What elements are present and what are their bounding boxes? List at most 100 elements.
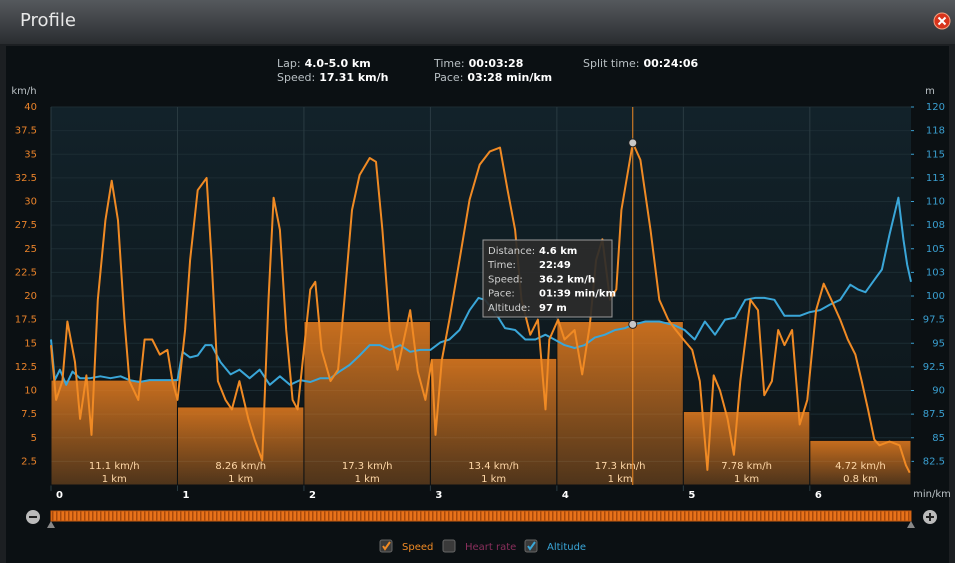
lap-speed-label: 8.26 km/h	[215, 461, 266, 472]
range-slider[interactable]	[47, 510, 915, 528]
y2-tick-label: 108	[926, 220, 945, 231]
info-item: Speed: 17.31 km/h	[277, 71, 388, 84]
lap-distance-label: 1 km	[228, 474, 253, 485]
info-label: Lap:	[277, 57, 301, 70]
info-value: 00:24:06	[643, 57, 698, 70]
info-value: 03:28 min/km	[467, 71, 552, 84]
info-value: 17.31 km/h	[319, 71, 388, 84]
legend-label[interactable]: Speed	[402, 542, 433, 553]
y2-tick-label: 110	[926, 197, 945, 208]
y2-tick-label: 115	[926, 149, 945, 160]
y2-tick-label: 118	[926, 126, 945, 137]
lap-distance-label: 1 km	[608, 474, 633, 485]
x-tick-label: 3	[435, 490, 442, 501]
y2-tick-label: 105	[926, 244, 945, 255]
lap-speed-label: 4.72 km/h	[835, 461, 886, 472]
y-tick-label: 35	[24, 149, 37, 160]
lap-speed-label: 13.4 km/h	[468, 461, 519, 472]
info-item: Pace: 03:28 min/km	[434, 71, 552, 84]
x-tick-label: 4	[562, 490, 569, 501]
zoom-out-button[interactable]	[26, 510, 40, 524]
info-label: Split time:	[583, 57, 639, 70]
close-button[interactable]	[933, 12, 951, 30]
y2-tick-label: 95	[932, 338, 945, 349]
y2-tick-label: 87.5	[923, 409, 945, 420]
plot: 2.557.51012.51517.52022.52527.53032.5353…	[11, 86, 951, 501]
checkmark	[527, 541, 536, 551]
info-label: Pace:	[434, 71, 463, 84]
info-label: Time:	[433, 57, 465, 70]
info-value: 4.0-5.0 km	[305, 57, 371, 70]
tooltip-label: Pace:	[488, 289, 515, 300]
info-item: Lap: 4.0-5.0 km	[277, 57, 371, 70]
y-tick-label: 27.5	[15, 220, 37, 231]
tooltip-label: Speed:	[488, 274, 523, 285]
title-bar	[0, 0, 955, 44]
x-tick-label: 0	[56, 490, 63, 501]
y2-tick-label: 120	[926, 102, 945, 113]
lap-distance-label: 1 km	[102, 474, 127, 485]
tooltip-value: 01:39 min/km	[539, 289, 616, 300]
y-tick-label: 5	[31, 433, 37, 444]
y-tick-label: 37.5	[15, 126, 37, 137]
y-tick-label: 2.5	[21, 456, 37, 467]
lap-bar	[50, 379, 178, 486]
y-tick-label: 40	[24, 102, 37, 113]
x-tick-label: 5	[688, 490, 695, 501]
y2-tick-label: 82.5	[923, 456, 945, 467]
legend: Speed Heart rate Altitude	[379, 539, 586, 553]
legend-label[interactable]: Heart rate	[465, 542, 516, 553]
y-tick-label: 32.5	[15, 173, 37, 184]
lap-bar	[176, 406, 305, 486]
info-item: Split time: 00:24:06	[583, 57, 699, 70]
y2-tick-label: 103	[926, 267, 945, 278]
y-axis-label: km/h	[11, 86, 36, 97]
lap-speed-label: 11.1 km/h	[89, 461, 140, 472]
zoom-in-button[interactable]	[923, 510, 937, 524]
y-tick-label: 20	[24, 291, 37, 302]
lap-bar	[809, 439, 912, 486]
y-tick-label: 30	[24, 197, 37, 208]
cursor-point	[628, 138, 638, 148]
info-value: 00:03:28	[469, 57, 524, 70]
x-tick-label: 6	[815, 490, 822, 501]
tooltip-label: Time:	[487, 260, 516, 271]
y-tick-label: 25	[24, 244, 37, 255]
x-axis-label: min/km	[913, 489, 951, 500]
tooltip	[482, 239, 613, 318]
lap-distance-label: 1 km	[355, 474, 380, 485]
series-line	[50, 196, 912, 386]
series-line	[50, 141, 911, 474]
y-tick-label: 10	[24, 386, 37, 397]
y-tick-label: 22.5	[15, 267, 37, 278]
x-tick-label: 2	[309, 490, 316, 501]
y-tick-label: 17.5	[15, 315, 37, 326]
y2-axis-label: m	[925, 86, 935, 97]
info-item: Time: 00:03:28	[433, 57, 523, 70]
cursor-point	[628, 319, 638, 329]
checkbox[interactable]	[442, 539, 456, 553]
y-tick-label: 7.5	[21, 409, 37, 420]
tooltip-label: Distance:	[488, 246, 535, 257]
y2-tick-label: 113	[926, 173, 945, 184]
y-tick-label: 15	[24, 338, 37, 349]
lap-distance-label: 1 km	[734, 474, 759, 485]
lap-speed-label: 7.78 km/h	[721, 461, 772, 472]
y2-tick-label: 90	[932, 386, 945, 397]
tooltip-value: 36.2 km/h	[539, 274, 595, 285]
x-tick-label: 1	[182, 490, 189, 501]
lap-bar	[429, 357, 558, 486]
tooltip-value: 4.6 km	[539, 246, 577, 257]
tooltip-value: 22:49	[539, 260, 571, 271]
y2-tick-label: 100	[926, 291, 945, 302]
lap-distance-label: 1 km	[481, 474, 506, 485]
info-label: Speed:	[277, 71, 315, 84]
lap-speed-label: 17.3 km/h	[342, 461, 393, 472]
legend-label[interactable]: Altitude	[547, 542, 586, 553]
y-tick-label: 12.5	[15, 362, 37, 373]
lap-distance-label: 0.8 km	[843, 474, 878, 485]
tooltip-value: 97 m	[539, 303, 567, 314]
